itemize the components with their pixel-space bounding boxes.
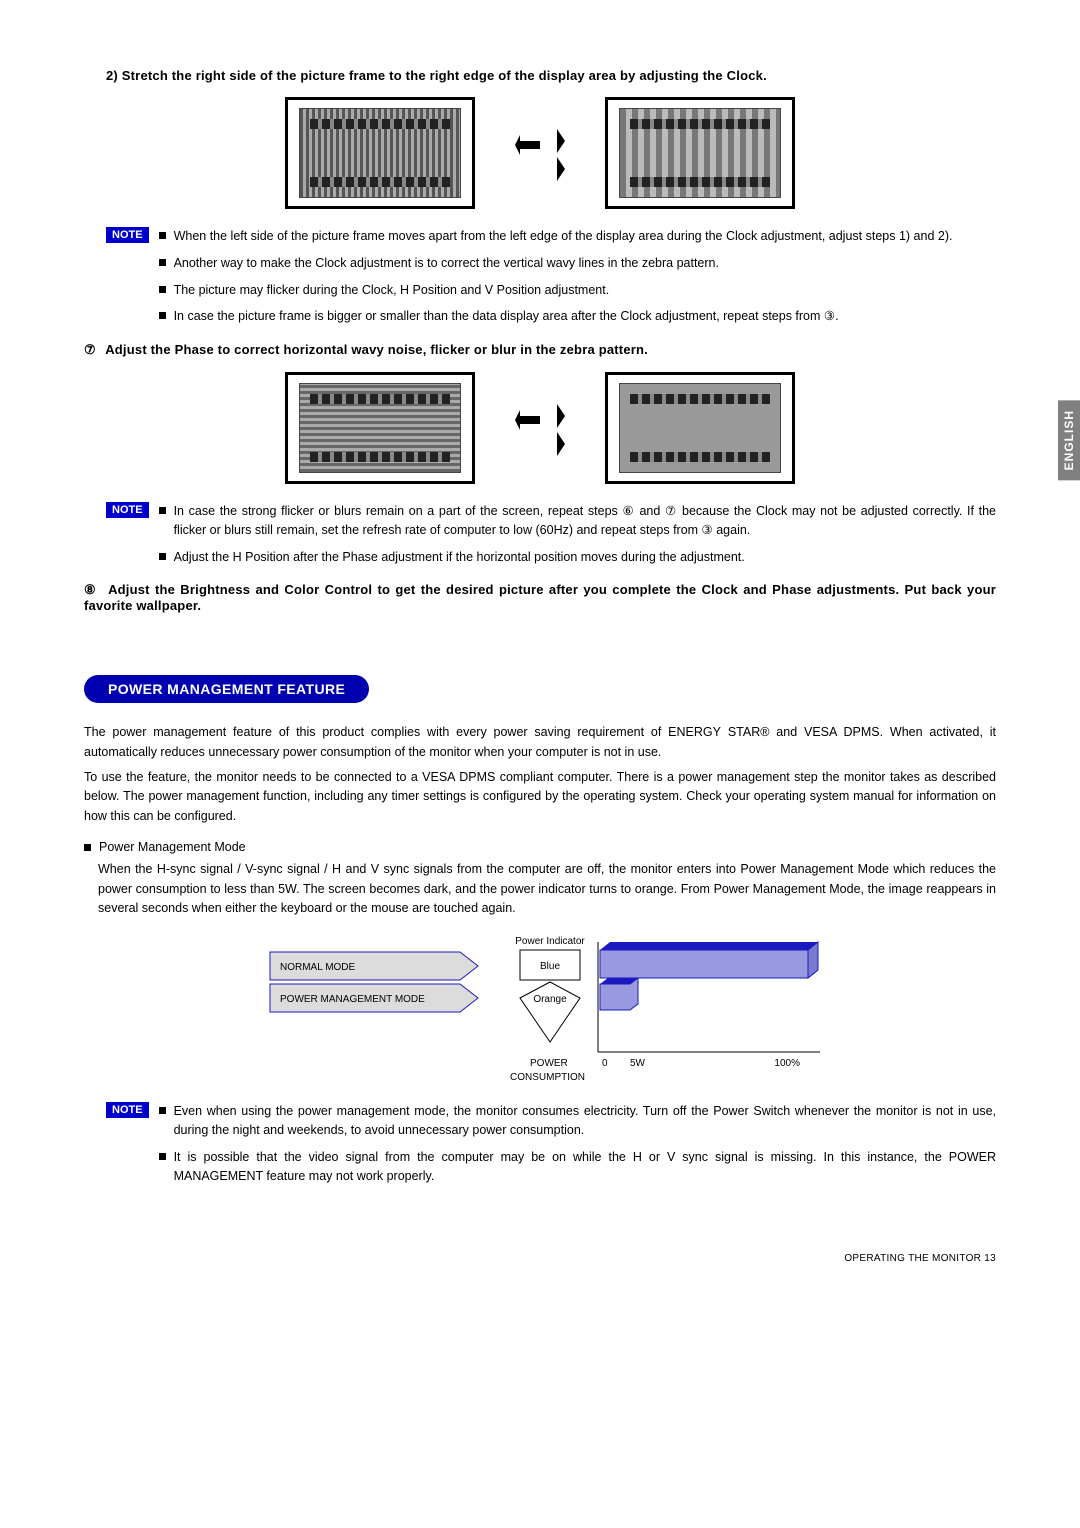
- note3-item0: Even when using the power management mod…: [174, 1102, 996, 1140]
- language-tab: ENGLISH: [1058, 400, 1080, 480]
- t: The power management feature of this pro…: [84, 725, 677, 739]
- pm-mode-heading: Power Management Mode: [84, 840, 996, 854]
- note-badge: NOTE: [106, 1102, 149, 1118]
- note3-item1: It is possible that the video signal fro…: [174, 1148, 996, 1186]
- step-7-num: ⑦: [84, 342, 96, 357]
- pm-mode-head-text: Power Management Mode: [99, 840, 246, 854]
- bar-normal-icon: [600, 942, 818, 978]
- pm-para-1: The power management feature of this pro…: [84, 723, 996, 762]
- diagram-row-phase: [84, 372, 996, 484]
- note-block-3: NOTE Even when using the power managemen…: [106, 1102, 996, 1193]
- note1-item0: When the left side of the picture frame …: [174, 227, 953, 246]
- note-badge: NOTE: [106, 227, 149, 243]
- pm-mode-body: When the H-sync signal / V-sync signal /…: [98, 860, 996, 918]
- note2-item0: In case the strong flicker or blurs rema…: [174, 502, 996, 540]
- pm-para-2: To use the feature, the monitor needs to…: [84, 768, 996, 826]
- normal-mode-arrow-icon: NORMAL MODE: [270, 952, 478, 980]
- note-list-2: In case the strong flicker or blurs rema…: [159, 502, 996, 574]
- page: ENGLISH 2) Stretch the right side of the…: [0, 0, 1080, 1314]
- adjust-arrows-icon: [515, 123, 565, 183]
- t: TAR: [736, 725, 760, 739]
- note1-item1: Another way to make the Clock adjustment…: [174, 254, 719, 273]
- chart-xlabel1: POWER: [530, 1058, 568, 1069]
- chart-xlabel2: CONSUMPTION: [510, 1072, 585, 1083]
- note-badge: NOTE: [106, 502, 149, 518]
- step-7: ⑦ Adjust the Phase to correct horizontal…: [84, 342, 996, 358]
- step-2: 2) Stretch the right side of the picture…: [106, 68, 996, 83]
- note-block-1: NOTE When the left side of the picture f…: [106, 227, 996, 334]
- chart-x5: 5W: [630, 1058, 646, 1069]
- note2-item1: Adjust the H Position after the Phase ad…: [174, 548, 745, 567]
- page-footer: OPERATING THE MONITOR 13: [84, 1253, 996, 1264]
- note-list-3: Even when using the power management mod…: [159, 1102, 996, 1193]
- step-2-text: Stretch the right side of the picture fr…: [122, 68, 767, 83]
- note1-item2: The picture may flicker during the Clock…: [174, 281, 610, 300]
- monitor-before-icon: [285, 97, 475, 209]
- chart-x100: 100%: [774, 1058, 800, 1069]
- chart-row1: NORMAL MODE: [280, 962, 356, 973]
- monitor-wavy-icon: [285, 372, 475, 484]
- power-chart: Power Indicator NORMAL MODE POWER MANAGE…: [84, 932, 996, 1092]
- note-block-2: NOTE In case the strong flicker or blurs…: [106, 502, 996, 574]
- chart-row2: POWER MANAGEMENT MODE: [280, 994, 425, 1005]
- t: NERGY: [677, 725, 721, 739]
- chart-val2: Orange: [533, 994, 567, 1005]
- bar-pm-icon: [600, 978, 638, 1010]
- step-7-text: Adjust the Phase to correct horizontal w…: [105, 342, 648, 357]
- step-2-num: 2): [106, 68, 118, 83]
- adjust-arrows-icon: [515, 398, 565, 458]
- chart-col-header: Power Indicator: [515, 936, 585, 947]
- diagram-row-clock: [84, 97, 996, 209]
- pm-mode-arrow-icon: POWER MANAGEMENT MODE: [270, 984, 478, 1012]
- note1-item3: In case the picture frame is bigger or s…: [174, 307, 839, 326]
- monitor-clear-icon: [605, 372, 795, 484]
- note-list-1: When the left side of the picture frame …: [159, 227, 996, 334]
- section-header: POWER MANAGEMENT FEATURE: [84, 675, 369, 703]
- chart-val1: Blue: [540, 961, 560, 972]
- step-8-num: ⑧: [84, 582, 97, 597]
- chart-x0: 0: [602, 1058, 608, 1069]
- step-8-text: Adjust the Brightness and Color Control …: [84, 582, 996, 613]
- t: S: [721, 725, 736, 739]
- step-8: ⑧ Adjust the Brightness and Color Contro…: [84, 582, 996, 613]
- monitor-after-icon: [605, 97, 795, 209]
- indicator-orange-diamond-icon: Orange: [520, 982, 580, 1042]
